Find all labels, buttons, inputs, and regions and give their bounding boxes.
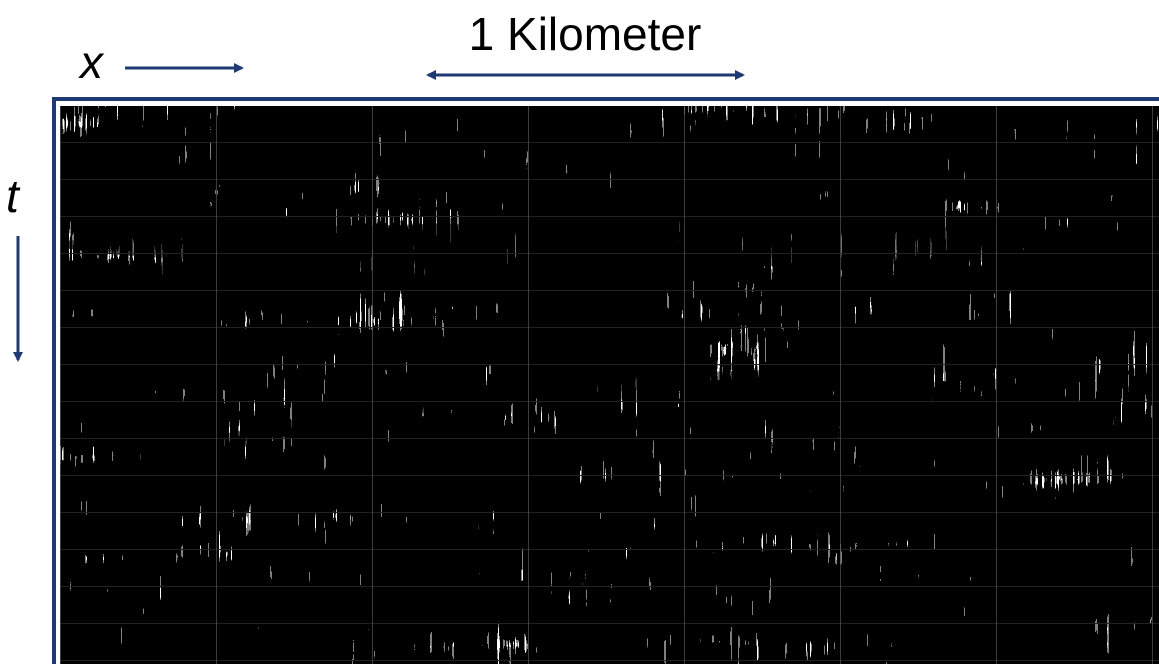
panel-frame (52, 97, 1159, 664)
x-axis-label: x (78, 36, 105, 88)
scale-label: 1 Kilometer (469, 8, 702, 60)
t-axis-label: t (6, 170, 21, 222)
seismic-section (52, 97, 1159, 664)
trace-columns (60, 106, 1159, 664)
